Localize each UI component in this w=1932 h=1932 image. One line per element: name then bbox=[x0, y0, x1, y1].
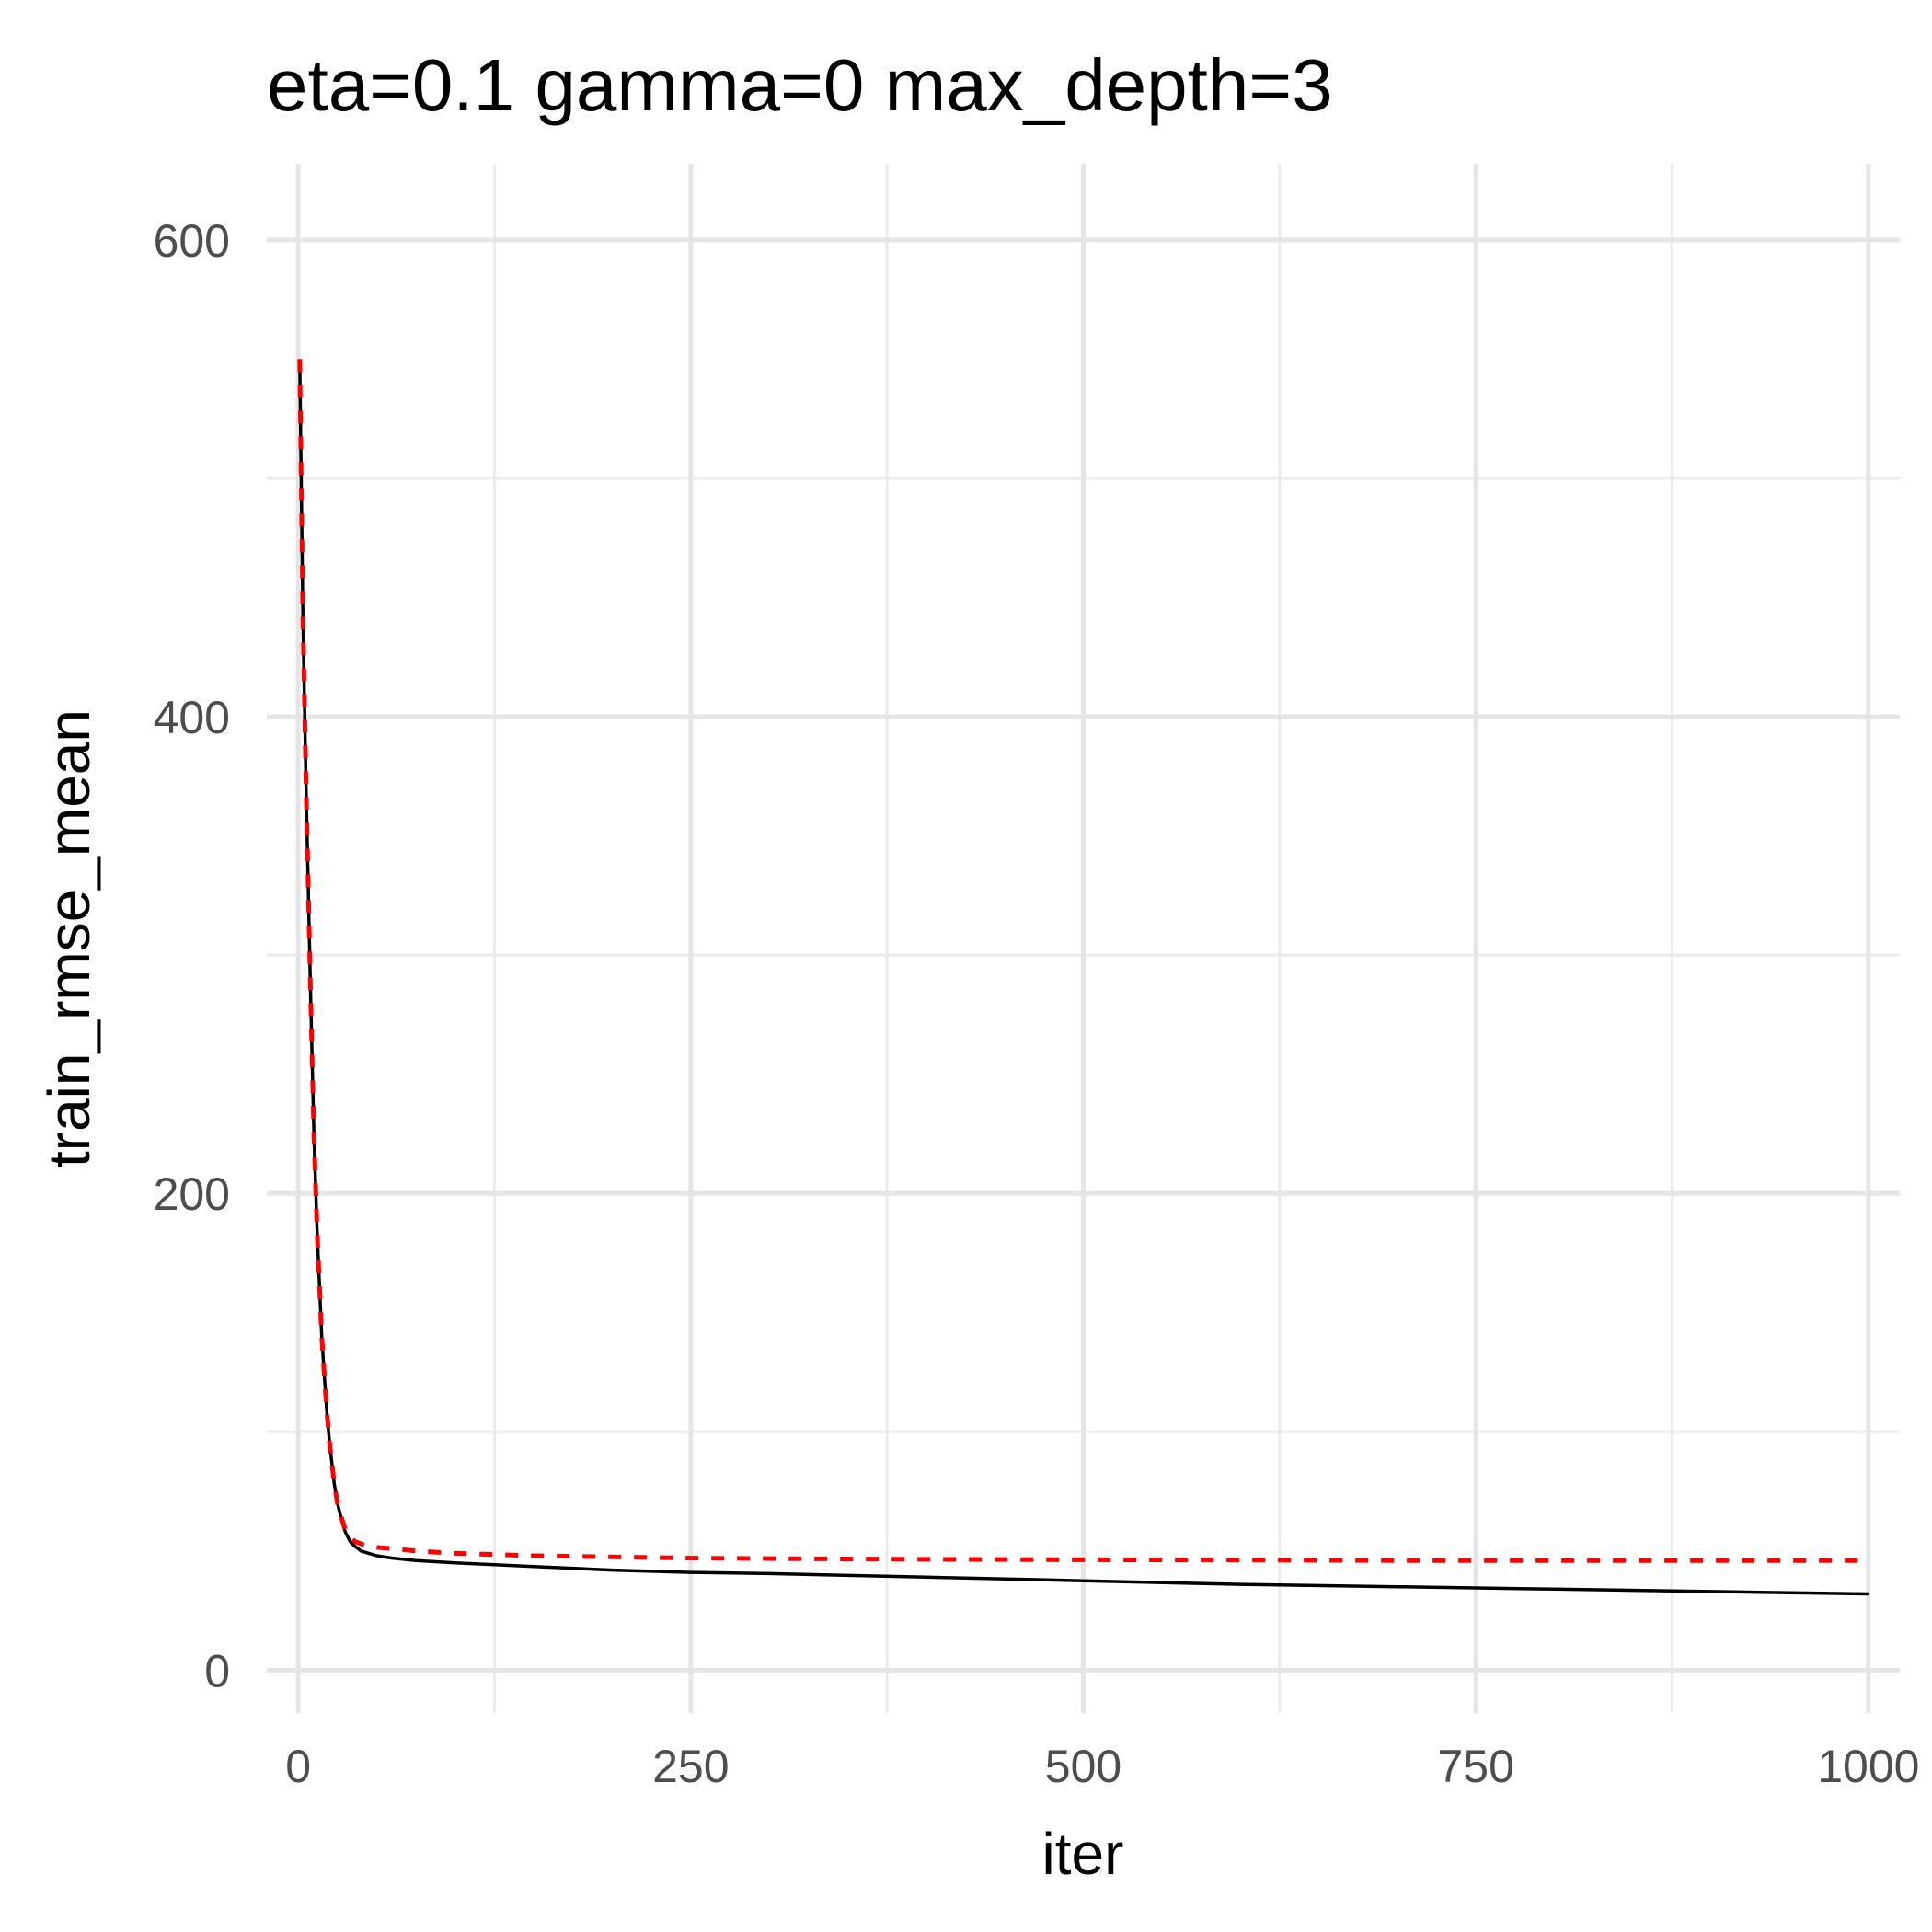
x-tick-label: 500 bbox=[1045, 1741, 1121, 1792]
y-tick-label: 200 bbox=[154, 1168, 230, 1220]
x-tick-label: 250 bbox=[652, 1741, 729, 1792]
y-tick-label: 600 bbox=[154, 215, 230, 267]
x-tick-label: 750 bbox=[1437, 1741, 1513, 1792]
x-axis-title: iter bbox=[1042, 1821, 1124, 1887]
dashed-series-line bbox=[297, 359, 1869, 1563]
y-tick-label: 0 bbox=[204, 1645, 230, 1696]
chart-title: eta=0.1 gamma=0 max_depth=3 bbox=[267, 44, 1333, 126]
y-axis-title: train_rmse_mean bbox=[36, 709, 102, 1167]
series-layer bbox=[297, 359, 1869, 1596]
y-tick-label: 400 bbox=[154, 692, 230, 743]
grid bbox=[267, 164, 1900, 1713]
tick-labels: 0 200 400 600 0 250 500 750 1000 bbox=[154, 215, 1920, 1792]
x-tick-label: 0 bbox=[285, 1741, 311, 1792]
x-tick-label: 1000 bbox=[1817, 1741, 1919, 1792]
